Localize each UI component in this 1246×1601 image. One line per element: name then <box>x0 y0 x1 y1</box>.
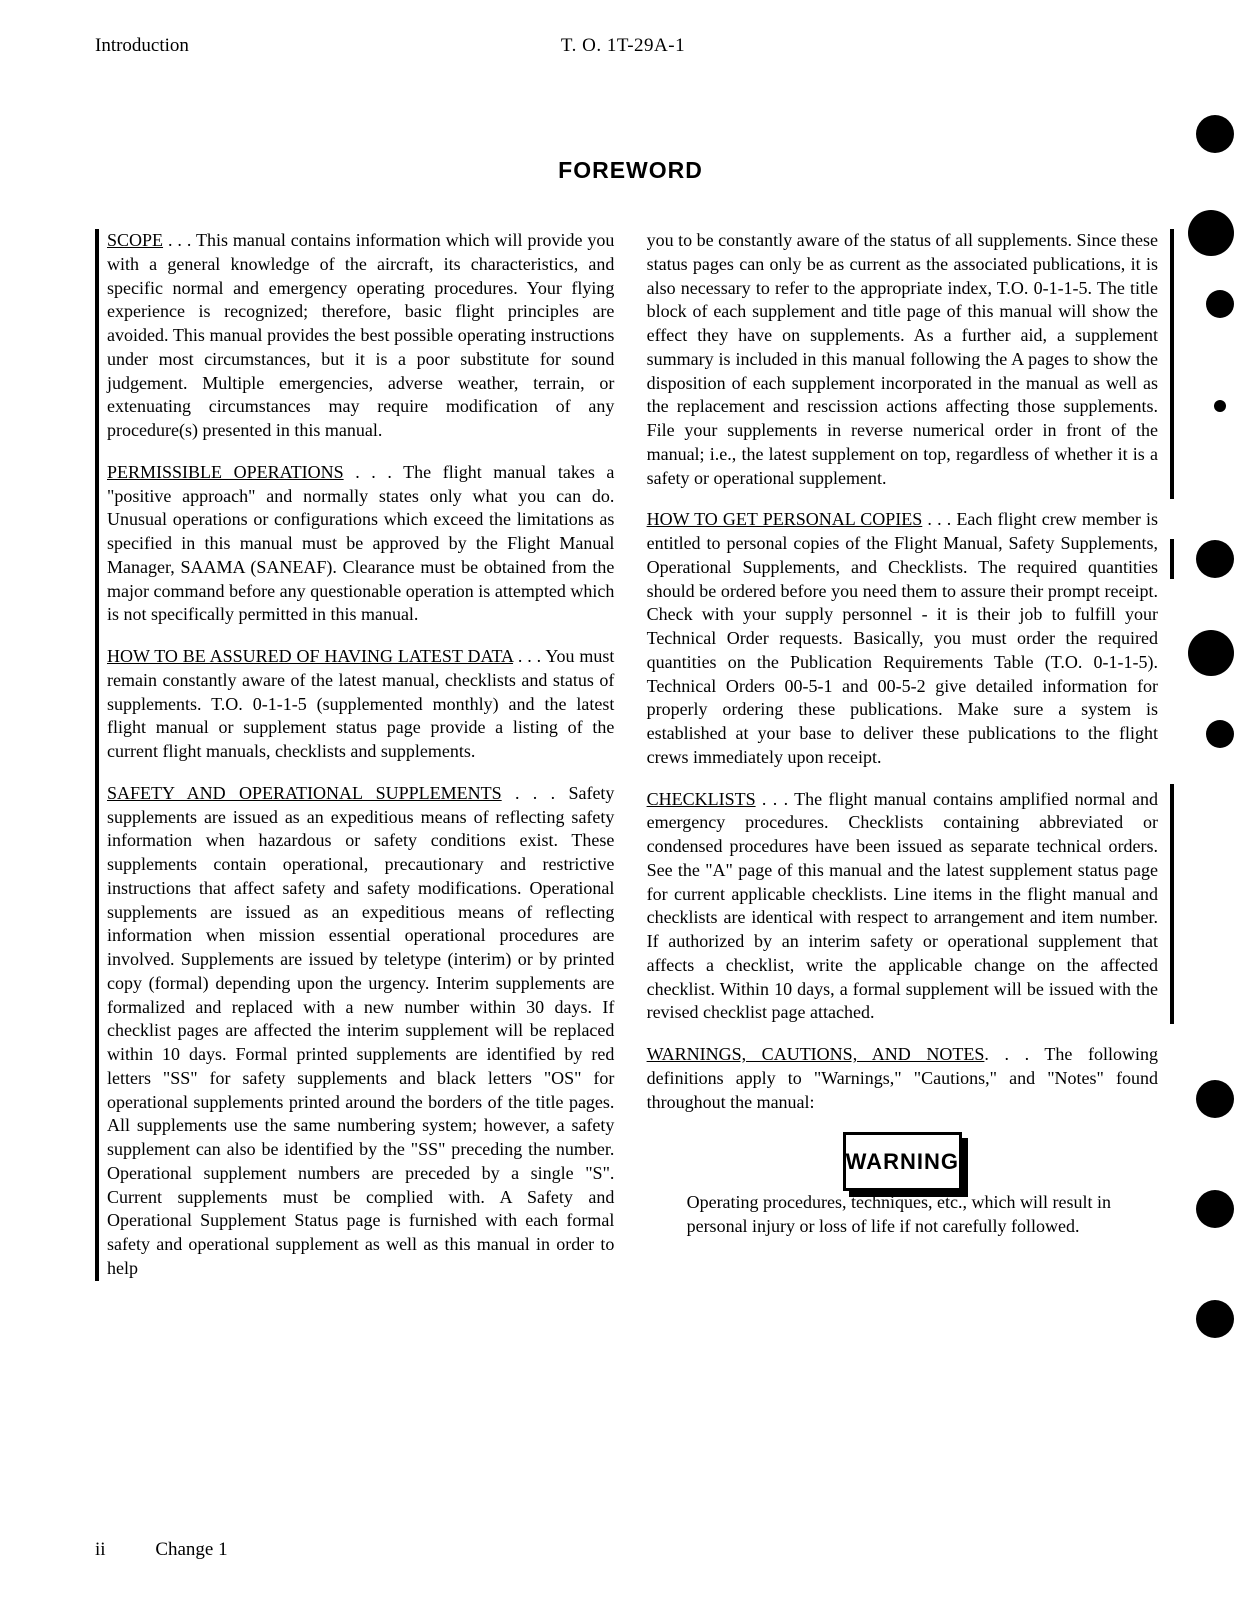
warnings-cautions-paragraph: WARNINGS, CAUTIONS, AND NOTES. . . The f… <box>647 1043 1158 1114</box>
hole-4 <box>1214 400 1226 412</box>
safety-ops-text: . . . Safety supplements are issued as a… <box>107 783 614 1278</box>
safety-ops-paragraph: SAFETY AND OPERATIONAL SUPPLEMENTS . . .… <box>107 782 614 1281</box>
change-bar-1 <box>1170 229 1174 499</box>
change-bar-3 <box>1170 784 1174 1024</box>
scope-text: . . . This manual contains information w… <box>107 230 614 440</box>
warning-box: WARNING <box>843 1132 962 1191</box>
change-bar-2 <box>1170 539 1174 579</box>
hole-3 <box>1206 290 1234 318</box>
checklists-heading: CHECKLISTS <box>647 789 756 809</box>
hole-8 <box>1196 1080 1234 1118</box>
checklists-text: . . . The flight manual contains amplifi… <box>647 789 1158 1023</box>
scope-heading: SCOPE <box>107 230 163 250</box>
change-number: Change 1 <box>155 1539 227 1560</box>
warning-block: WARNING <box>647 1132 1158 1191</box>
left-column: SCOPE . . . This manual contains informa… <box>95 229 614 1281</box>
permissible-heading: PERMISSIBLE OPERATIONS <box>107 462 344 482</box>
permissible-text: . . . The flight manual takes a "positiv… <box>107 462 614 625</box>
checklists-paragraph: CHECKLISTS . . . The flight manual conta… <box>647 788 1158 1026</box>
latest-data-heading: HOW TO BE ASSURED OF HAVING LATEST DATA <box>107 646 513 666</box>
page-number: ii <box>95 1539 106 1561</box>
personal-copies-heading: HOW TO GET PERSONAL COPIES <box>647 509 923 529</box>
header-to-number: T. O. 1T-29A-1 <box>561 35 685 57</box>
right-column: you to be constantly aware of the status… <box>647 229 1166 1281</box>
hole-1 <box>1196 115 1234 153</box>
hole-10 <box>1196 1300 1234 1338</box>
scope-paragraph: SCOPE . . . This manual contains informa… <box>107 229 614 443</box>
personal-copies-paragraph: HOW TO GET PERSONAL COPIES . . . Each fl… <box>647 508 1158 769</box>
warning-description: Operating procedures, techniques, etc., … <box>647 1191 1158 1239</box>
hole-7 <box>1206 720 1234 748</box>
latest-data-paragraph: HOW TO BE ASSURED OF HAVING LATEST DATA … <box>107 645 614 764</box>
warnings-cautions-heading: WARNINGS, CAUTIONS, AND NOTES <box>647 1044 985 1064</box>
page-footer: ii Change 1 <box>95 1539 228 1561</box>
hole-5 <box>1196 540 1234 578</box>
hole-2 <box>1188 210 1234 256</box>
continuation-paragraph: you to be constantly aware of the status… <box>647 229 1158 490</box>
hole-9 <box>1196 1190 1234 1228</box>
foreword-title: FOREWORD <box>95 157 1166 184</box>
permissible-paragraph: PERMISSIBLE OPERATIONS . . . The flight … <box>107 461 614 627</box>
personal-copies-text: . . . Each flight crew member is entitle… <box>647 509 1158 767</box>
warning-label: WARNING <box>843 1132 962 1191</box>
hole-6 <box>1188 630 1234 676</box>
safety-ops-heading: SAFETY AND OPERATIONAL SUPPLEMENTS <box>107 783 502 803</box>
content-columns: SCOPE . . . This manual contains informa… <box>95 229 1166 1281</box>
header-section: Introduction <box>95 35 189 57</box>
page-header: Introduction T. O. 1T-29A-1 <box>95 35 1166 57</box>
